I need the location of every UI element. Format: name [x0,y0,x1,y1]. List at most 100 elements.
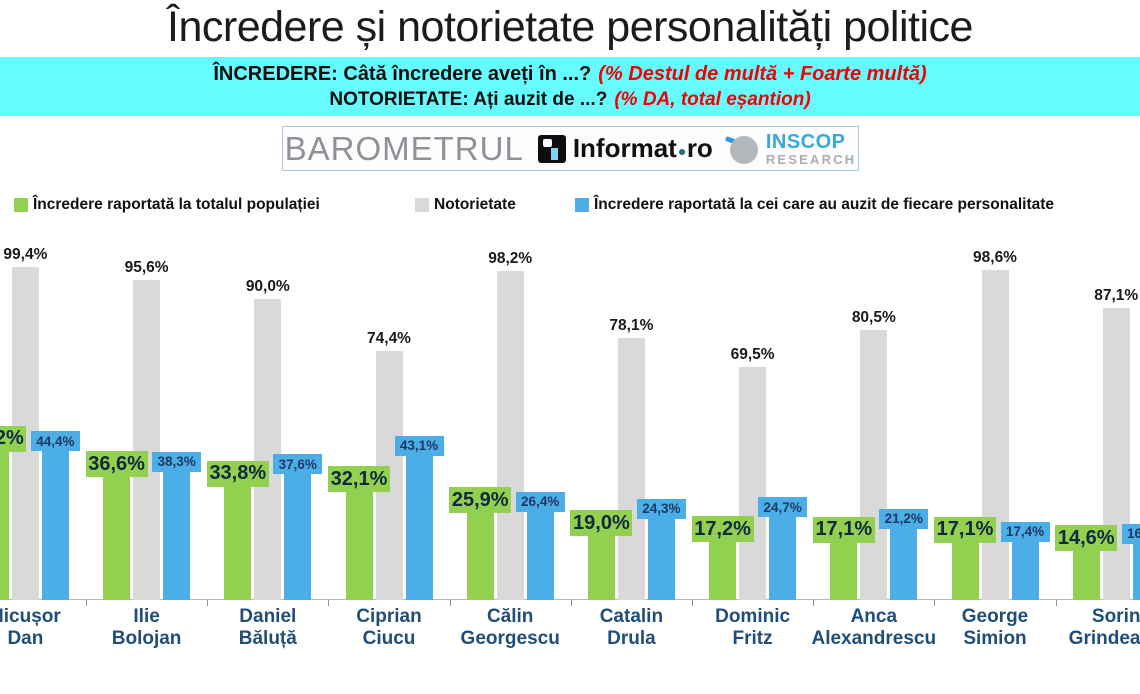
trust-aware-bar [1132,543,1140,600]
barometrul-logo: BAROMETRUL [284,129,524,167]
legend-item-trust-aware: Încredere raportată la cei care au auzit… [575,195,1054,215]
category-label: Daniel Băluță [238,606,297,649]
notoriety-bar-label: 80,5% [851,309,896,327]
trust-aware-bar-label: 44,4% [30,431,80,452]
axis-tick [328,600,330,606]
trust-aware-bar-label: 38,3% [152,451,202,472]
axis-tick [207,600,209,606]
category-label: Dominic Fritz [715,606,791,649]
informat-ro-text: ro [686,133,713,163]
informat-ro-icon [537,134,566,163]
notoriety-bar [254,298,282,600]
notoriety-bar-label: 95,6% [124,258,169,276]
logo-strip: BAROMETRUL Informat ro INSCOP RESEARCH [282,126,859,171]
subtitle-notorietate-text: NOTORIETATE: Ați auzit de ...? [329,88,608,110]
trust-total-bar-label: 17,1% [934,516,996,543]
inscop-text: INSCOP [765,130,846,153]
trust-total-bar [1072,551,1100,600]
subtitle-incredere-note: (% Destul de multă + Foarte multă) [598,62,927,85]
axis-tick [934,600,936,606]
inscop-research-text: RESEARCH [765,151,857,167]
trust-aware-bar [890,528,918,600]
trust-total-bar-label: 19,0% [570,510,633,537]
category-label: SorinGrindeanu [1068,606,1140,649]
trust-aware-bar [41,451,69,600]
trust-total-bar [709,542,737,600]
legend-item-trust-total: Încredere raportată la totalul populație… [14,195,320,215]
informat-ro-logo: Informat ro [537,133,713,164]
axis-tick [449,600,451,606]
trust-total-bar-label: 33,8% [206,460,269,487]
category-label: Anca Alexandrescu [811,606,937,649]
trust-total-bar [830,542,858,600]
subtitle-incredere-text: ÎNCREDERE: Câtă încredere aveți în ...? [213,62,592,85]
trust-total-bar-label: 36,6% [85,451,148,478]
trust-aware-bar-label: 26,4% [515,491,565,512]
x-axis-line [0,599,1140,600]
trust-aware-bar [769,517,797,600]
trust-aware-bar-label: 16,8% [1121,523,1140,544]
subtitle-band: ÎNCREDERE: Câtă încredere aveți în ...? (… [0,57,1140,116]
notoriety-bar-label: 90,0% [245,277,290,295]
axis-tick [570,600,572,606]
category-label: George Simion [961,606,1029,649]
axis-tick [1055,600,1057,606]
trust-aware-bar [163,471,191,600]
trust-total-bar-label: 17,1% [812,516,875,543]
trust-aware-bar-label: 24,7% [758,497,808,518]
notoriety-bar [981,269,1009,600]
trust-aware-bar [1011,541,1039,600]
green-legend-swatch-icon [14,198,28,212]
notoriety-bar-label: 69,5% [730,346,775,364]
trust-total-bar [224,486,252,600]
notoriety-bar-label: 87,1% [1094,287,1139,305]
page-title: Încredere și notorietate personalități p… [167,3,973,51]
trust-aware-bar [284,474,312,600]
legend-label-trust-total: Încredere raportată la totalul populație… [33,196,320,213]
inscop-logo: INSCOP RESEARCH [724,130,857,167]
notoriety-bar-label: 74,4% [367,329,411,347]
trust-total-bar [345,492,373,600]
notoriety-bar [133,279,161,600]
subtitle-notorietate-note: (% DA, total eșantion) [614,88,811,110]
gray-legend-swatch-icon [415,198,429,212]
notoriety-bar-label: 99,4% [3,246,48,263]
notoriety-bar [1102,308,1130,600]
trust-total-bar-label: 32,1% [328,466,390,493]
trust-total-bar-label: 25,9% [449,487,512,514]
trust-aware-bar-label: 37,6% [273,454,323,475]
trust-total-bar [587,536,615,600]
trust-aware-bar [526,511,554,600]
notoriety-bar [860,330,888,600]
trust-total-bar [0,451,9,600]
notoriety-bar [617,338,645,600]
category-label: Ilie Bolojan [111,606,182,649]
notoriety-bar [496,271,524,600]
trust-aware-bar-label: 21,2% [879,508,929,529]
trust-total-bar [951,542,979,600]
trust-total-bar [103,477,131,600]
informat-logo-text: Informat [572,133,677,163]
category-label: Catalin Drula [599,606,664,649]
subtitle-line-incredere: ÎNCREDERE: Câtă încredere aveți în ...? (… [213,63,926,86]
inscop-pie-icon [724,132,761,166]
subtitle-line-notorietate: NOTORIETATE: Ați auzit de ...? (% DA, tot… [329,89,810,111]
trust-aware-bar-label: 43,1% [394,435,444,456]
trust-total-bar-label: 17,2% [691,516,754,543]
notoriety-bar-label: 78,1% [609,317,654,335]
trust-total-bar-label: 14,6% [1055,525,1118,552]
trust-aware-bar-label: 17,4% [1000,521,1050,542]
blue-legend-swatch-icon [575,198,589,212]
category-label: Călin Georgescu [460,606,560,649]
category-label: NicușorDan [0,606,61,649]
axis-tick [692,600,693,606]
trust-aware-bar [405,455,433,600]
legend-label-notoriety: Notorietate [434,196,516,213]
legend-label-trust-aware: Încredere raportată la cei care au auzit… [594,196,1055,213]
axis-tick [813,600,815,606]
category-label: Ciprian Ciucu [356,606,422,649]
trust-total-bar [466,513,494,600]
informat-dot-icon [678,148,685,155]
